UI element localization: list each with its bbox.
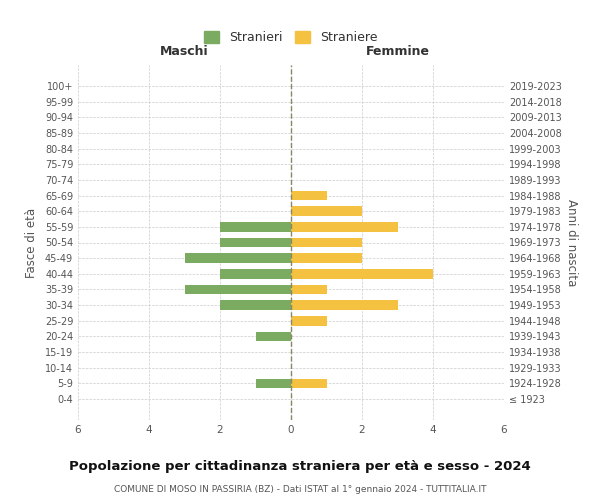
- Bar: [256, 379, 291, 388]
- Bar: [220, 238, 291, 247]
- Legend: Stranieri, Straniere: Stranieri, Straniere: [198, 25, 384, 50]
- Bar: [185, 254, 291, 263]
- Bar: [220, 269, 291, 278]
- Bar: [291, 316, 326, 326]
- Text: Maschi: Maschi: [160, 45, 209, 58]
- Bar: [220, 222, 291, 232]
- Bar: [291, 254, 362, 263]
- Bar: [291, 285, 326, 294]
- Bar: [291, 191, 326, 200]
- Bar: [256, 332, 291, 341]
- Bar: [291, 238, 362, 247]
- Bar: [291, 379, 326, 388]
- Bar: [291, 222, 398, 232]
- Bar: [291, 300, 398, 310]
- Y-axis label: Fasce di età: Fasce di età: [25, 208, 38, 278]
- Y-axis label: Anni di nascita: Anni di nascita: [565, 199, 578, 286]
- Text: COMUNE DI MOSO IN PASSIRIA (BZ) - Dati ISTAT al 1° gennaio 2024 - TUTTITALIA.IT: COMUNE DI MOSO IN PASSIRIA (BZ) - Dati I…: [114, 485, 486, 494]
- Bar: [220, 300, 291, 310]
- Text: Popolazione per cittadinanza straniera per età e sesso - 2024: Popolazione per cittadinanza straniera p…: [69, 460, 531, 473]
- Bar: [291, 206, 362, 216]
- Bar: [291, 269, 433, 278]
- Text: Femmine: Femmine: [365, 45, 430, 58]
- Bar: [185, 285, 291, 294]
